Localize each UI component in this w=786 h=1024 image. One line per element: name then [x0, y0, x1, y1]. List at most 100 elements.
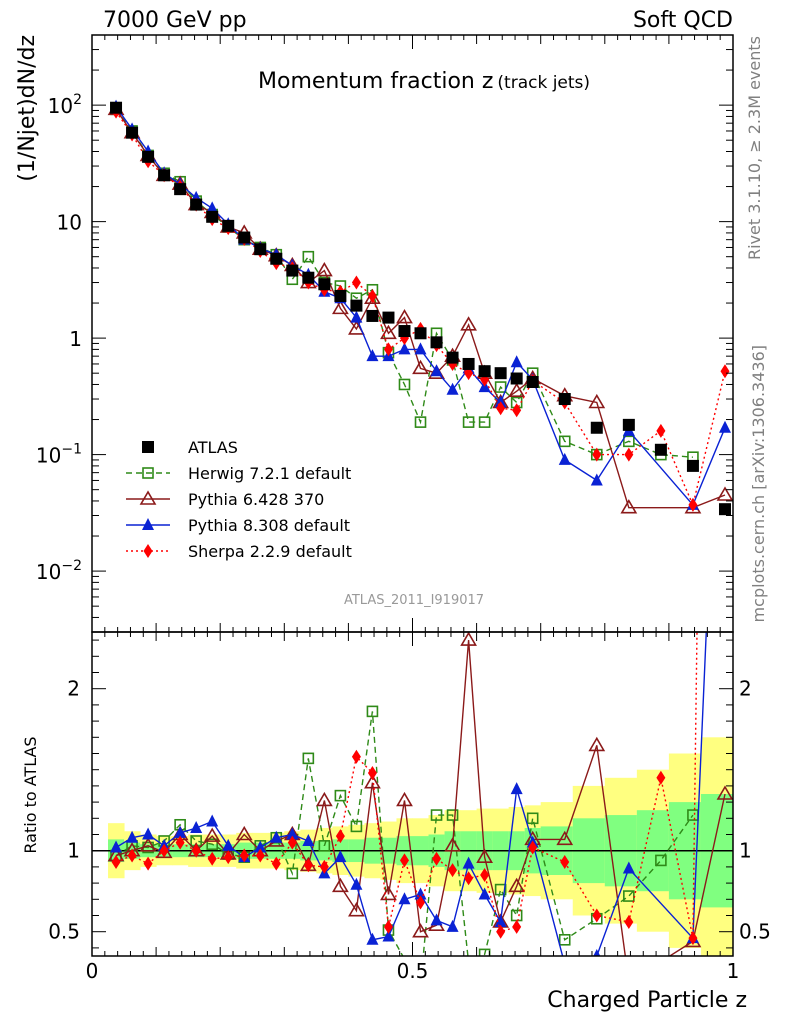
data-point — [494, 914, 507, 927]
y-tick-label: 10−2 — [36, 558, 82, 584]
x-tick-label: 0.5 — [397, 959, 429, 983]
data-point — [656, 770, 666, 785]
data-point — [508, 382, 526, 398]
header-left: 7000 GeV pp — [103, 8, 247, 33]
legend-item: ATLAS — [142, 438, 238, 457]
data-point — [126, 126, 139, 139]
data-point — [494, 367, 507, 380]
data-point — [462, 416, 475, 428]
data-point — [396, 791, 413, 807]
data-point — [286, 867, 299, 880]
x-tick-label: 1 — [727, 959, 740, 983]
data-point — [623, 890, 635, 902]
data-point — [414, 327, 427, 340]
data-point — [430, 336, 443, 349]
legend-item: Pythia 8.308 default — [126, 516, 350, 535]
data-point — [350, 820, 363, 833]
data-point — [624, 914, 634, 929]
data-point — [206, 210, 219, 223]
y-tick-label-base: 10 — [48, 94, 73, 118]
y-tick-label: 1 — [69, 327, 82, 351]
data-point — [558, 933, 571, 946]
data-point — [158, 169, 171, 182]
data-point — [623, 435, 635, 448]
data-point — [448, 863, 458, 878]
data-point — [350, 877, 363, 890]
data-point — [286, 827, 299, 840]
data-point — [720, 364, 730, 379]
data-point — [592, 908, 602, 923]
data-point — [430, 809, 443, 821]
data-point — [588, 736, 606, 752]
y-tick-label-exponent: −1 — [61, 442, 82, 458]
series-herwig-7-2-1-default — [110, 103, 699, 463]
data-point — [303, 858, 313, 873]
series-sherpa-2-2-9-default — [111, 632, 698, 946]
data-point — [398, 892, 411, 905]
data-point — [480, 868, 490, 882]
data-point — [416, 895, 426, 910]
y-tick-label: 10−1 — [36, 442, 82, 468]
y-tick-label-base: 10 — [57, 211, 82, 235]
data-point — [654, 443, 667, 456]
data-point — [414, 342, 427, 355]
data-point — [254, 243, 267, 256]
data-point — [446, 351, 459, 364]
data-point — [366, 309, 379, 322]
data-point — [174, 825, 187, 838]
data-point — [350, 299, 363, 312]
data-point — [382, 929, 395, 942]
mcplots-reference-label: mcplots.cern.ch [arXiv:1306.3436] — [749, 345, 768, 622]
data-point — [510, 782, 523, 795]
data-point — [496, 924, 506, 939]
data-point — [287, 835, 297, 850]
data-point — [334, 789, 347, 802]
data-point — [334, 289, 347, 302]
data-point — [414, 416, 427, 428]
data-point — [396, 309, 413, 324]
data-point — [143, 544, 153, 558]
data-point — [558, 435, 571, 448]
legend-label: ATLAS — [188, 438, 238, 457]
data-point — [593, 949, 601, 956]
data-point — [686, 459, 699, 472]
data-point — [318, 278, 331, 291]
data-point — [558, 393, 571, 406]
data-point — [364, 774, 381, 789]
rivet-version-label: Rivet 3.1.10, ≥ 2.3M events — [745, 36, 764, 260]
data-point — [590, 421, 603, 434]
data-point — [366, 705, 379, 718]
data-point — [622, 861, 635, 874]
data-point — [302, 752, 315, 765]
data-point — [446, 382, 459, 395]
data-point — [718, 503, 731, 516]
data-point — [367, 765, 377, 780]
data-point — [510, 355, 523, 368]
data-point — [588, 393, 606, 409]
data-point — [207, 851, 217, 866]
data-point — [271, 856, 281, 871]
ratio-y-tick-label-right: 1 — [739, 839, 752, 863]
data-point — [159, 843, 169, 858]
data-point — [560, 855, 570, 870]
data-point — [512, 919, 522, 934]
data-point — [476, 848, 494, 863]
ratio-y-tick-label: 1 — [67, 839, 80, 863]
y-tick-label: 103 — [48, 0, 82, 2]
data-point — [430, 913, 443, 926]
data-point — [620, 499, 638, 514]
data-point — [206, 201, 219, 214]
data-point — [318, 840, 331, 852]
y-tick-label-base: 1 — [69, 327, 82, 351]
data-point — [366, 349, 379, 362]
data-point — [127, 848, 137, 863]
data-point — [348, 902, 365, 917]
data-point — [139, 490, 157, 505]
data-point — [235, 825, 253, 841]
data-point — [350, 310, 363, 323]
data-point — [334, 850, 347, 863]
data-point — [655, 854, 667, 867]
data-point — [494, 883, 507, 896]
data-point — [622, 418, 635, 431]
